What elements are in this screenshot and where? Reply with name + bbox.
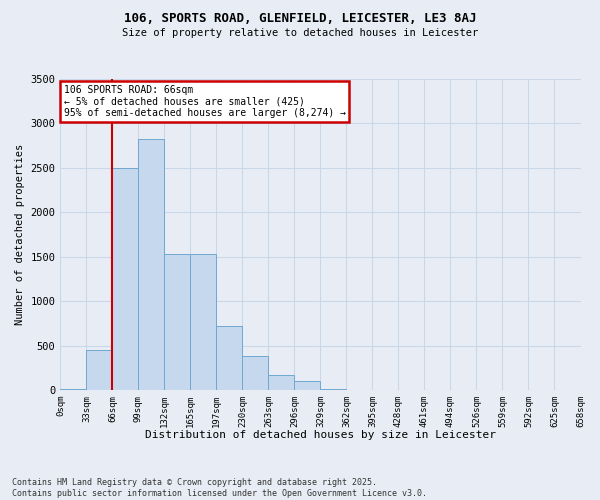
Text: Contains HM Land Registry data © Crown copyright and database right 2025.
Contai: Contains HM Land Registry data © Crown c… (12, 478, 427, 498)
Text: 106 SPORTS ROAD: 66sqm
← 5% of detached houses are smaller (425)
95% of semi-det: 106 SPORTS ROAD: 66sqm ← 5% of detached … (64, 85, 346, 118)
Y-axis label: Number of detached properties: Number of detached properties (15, 144, 25, 325)
Bar (295, 381, 320, 390)
Bar (112, 168, 139, 390)
Bar (86, 350, 112, 390)
Text: Size of property relative to detached houses in Leicester: Size of property relative to detached ho… (122, 28, 478, 38)
Bar (164, 254, 190, 390)
Bar (320, 389, 346, 390)
Bar (217, 326, 242, 390)
Bar (190, 254, 217, 390)
Bar (61, 389, 86, 390)
Bar (268, 375, 295, 390)
Bar (139, 140, 164, 390)
Bar (242, 356, 268, 390)
Text: 106, SPORTS ROAD, GLENFIELD, LEICESTER, LE3 8AJ: 106, SPORTS ROAD, GLENFIELD, LEICESTER, … (124, 12, 476, 26)
X-axis label: Distribution of detached houses by size in Leicester: Distribution of detached houses by size … (145, 430, 496, 440)
